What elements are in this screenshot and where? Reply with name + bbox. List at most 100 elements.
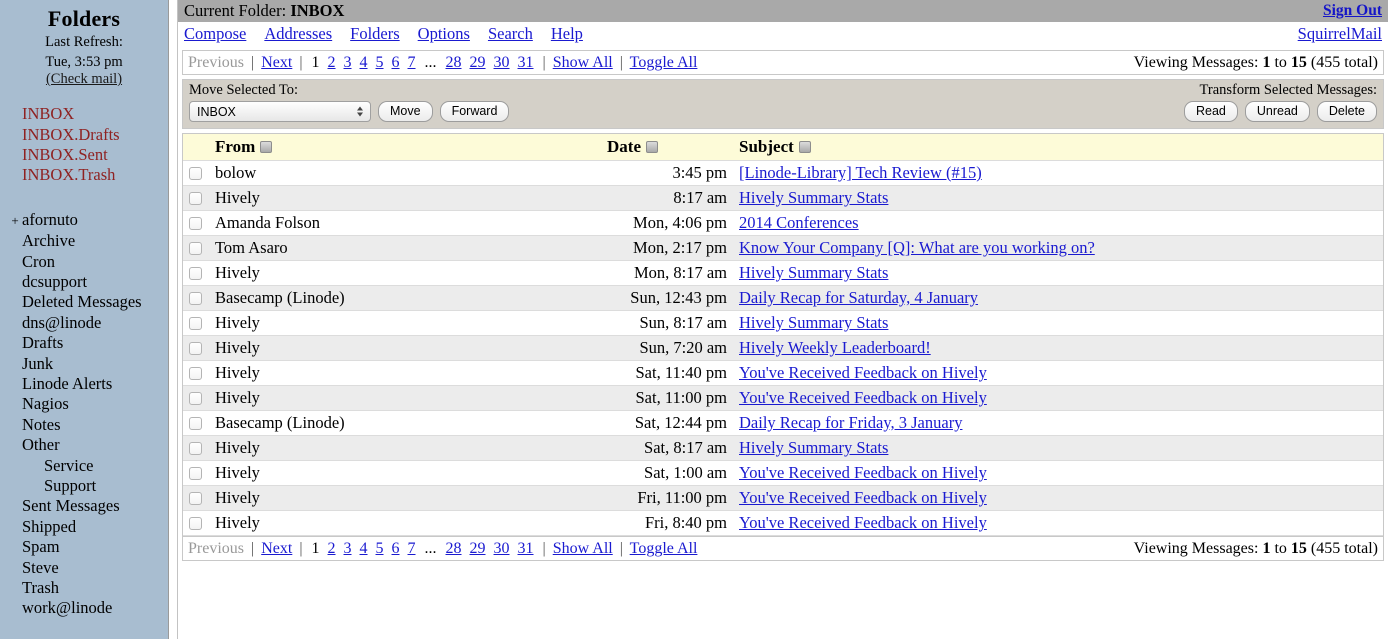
row-checkbox[interactable] <box>189 317 202 330</box>
table-row[interactable]: Hively Fri, 8:40 pm You've Received Feedba… <box>183 510 1383 536</box>
page-link-31[interactable]: 31 <box>517 539 534 557</box>
sidebar-folder-steve[interactable]: Steve <box>22 557 59 577</box>
row-checkbox[interactable] <box>189 467 202 480</box>
row-subject-link[interactable]: You've Received Feedback on Hively <box>739 388 987 407</box>
sort-date-icon[interactable] <box>645 141 658 153</box>
show-all-link[interactable]: Show All <box>552 539 613 557</box>
row-subject-link[interactable]: Hively Summary Stats <box>739 188 889 207</box>
row-subject-link[interactable]: You've Received Feedback on Hively <box>739 463 987 482</box>
table-row[interactable]: Amanda Folson Mon, 4:06 pm 2014 Conference… <box>183 210 1383 236</box>
next-link[interactable]: Next <box>261 53 293 71</box>
row-subject-link[interactable]: Hively Summary Stats <box>739 438 889 457</box>
row-checkbox[interactable] <box>189 167 202 180</box>
row-subject-link[interactable]: Hively Weekly Leaderboard! <box>739 338 931 357</box>
toggle-all-link[interactable]: Toggle All <box>629 53 698 71</box>
sidebar-folder-notes[interactable]: Notes <box>22 414 61 434</box>
menu-item-help[interactable]: Help <box>550 23 583 43</box>
sidebar-folder-nagios[interactable]: Nagios <box>22 394 69 414</box>
menu-item-search[interactable]: Search <box>487 23 533 43</box>
page-link-28[interactable]: 28 <box>445 539 462 557</box>
row-checkbox[interactable] <box>189 367 202 380</box>
menu-item-folders[interactable]: Folders <box>350 23 400 43</box>
page-link-29[interactable]: 29 <box>469 539 486 557</box>
sidebar-folder-spam[interactable]: Spam <box>22 537 60 557</box>
sidebar-folder-drafts[interactable]: Drafts <box>22 333 64 353</box>
row-subject-link[interactable]: 2014 Conferences <box>739 213 859 232</box>
row-checkbox[interactable] <box>189 417 202 430</box>
row-checkbox[interactable] <box>189 217 202 230</box>
squirrelmail-brand-link[interactable]: SquirrelMail <box>1297 23 1382 43</box>
sidebar-folder-inbox-drafts[interactable]: INBOX.Drafts <box>22 124 120 144</box>
row-checkbox[interactable] <box>189 342 202 355</box>
row-checkbox[interactable] <box>189 517 202 530</box>
row-checkbox[interactable] <box>189 492 202 505</box>
sidebar-folder-dcsupport[interactable]: dcsupport <box>22 271 88 291</box>
table-row[interactable]: Hively 8:17 am Hively Summary Stats <box>183 185 1383 211</box>
page-link-28[interactable]: 28 <box>445 53 462 71</box>
sidebar-folder-service[interactable]: Service <box>44 455 94 475</box>
sidebar-folder-afornuto[interactable]: afornuto <box>22 209 78 229</box>
row-checkbox[interactable] <box>189 442 202 455</box>
move-folder-select[interactable]: INBOX INBOX.Drafts INBOX.Sent INBOX.Tras… <box>189 101 371 122</box>
page-link-30[interactable]: 30 <box>493 539 510 557</box>
row-checkbox[interactable] <box>189 192 202 205</box>
row-checkbox[interactable] <box>189 267 202 280</box>
delete-button[interactable]: Delete <box>1316 101 1377 122</box>
sign-out-link[interactable]: Sign Out <box>1322 2 1382 19</box>
page-link-2[interactable]: 2 <box>327 539 336 557</box>
page-link-5[interactable]: 5 <box>375 539 384 557</box>
frame-divider[interactable] <box>168 0 178 639</box>
page-link-31[interactable]: 31 <box>517 53 534 71</box>
sidebar-folder-archive[interactable]: Archive <box>22 231 76 251</box>
sidebar-folder-trash[interactable]: Trash <box>22 578 59 598</box>
sidebar-folder-linode-alerts[interactable]: Linode Alerts <box>22 373 113 393</box>
row-subject-link[interactable]: Hively Summary Stats <box>739 263 889 282</box>
table-row[interactable]: Hively Sun, 7:20 am Hively Weekly Leaderbo… <box>183 335 1383 361</box>
row-checkbox[interactable] <box>189 292 202 305</box>
table-row[interactable]: Basecamp (Linode) Sat, 12:44 pm Daily Reca… <box>183 410 1383 436</box>
sort-from-icon[interactable] <box>260 141 273 153</box>
sidebar-folder-cron[interactable]: Cron <box>22 251 55 271</box>
table-row[interactable]: Tom Asaro Mon, 2:17 pm Know Your Company [… <box>183 235 1383 261</box>
menu-item-compose[interactable]: Compose <box>184 23 247 43</box>
table-row[interactable]: Hively Sat, 11:40 pm You've Received Feedb… <box>183 360 1383 386</box>
row-subject-link[interactable]: Know Your Company [Q]: What are you work… <box>739 238 1095 257</box>
sidebar-folder-work-linode[interactable]: work@linode <box>22 598 113 618</box>
sidebar-folder-deleted-messages[interactable]: Deleted Messages <box>22 292 142 312</box>
sidebar-folder-inbox[interactable]: INBOX <box>22 104 75 124</box>
page-link-30[interactable]: 30 <box>493 53 510 71</box>
table-row[interactable]: Hively Sun, 8:17 am Hively Summary Stats <box>183 310 1383 336</box>
row-subject-link[interactable]: Hively Summary Stats <box>739 313 889 332</box>
row-subject-link[interactable]: [Linode-Library] Tech Review (#15) <box>739 163 982 182</box>
table-row[interactable]: bolow 3:45 pm [Linode-Library] Tech Review… <box>183 160 1383 186</box>
page-link-7[interactable]: 7 <box>407 539 416 557</box>
row-subject-link[interactable]: Daily Recap for Friday, 3 January <box>739 413 963 432</box>
sidebar-folder-dns-linode[interactable]: dns@linode <box>22 312 102 332</box>
sidebar-folder-shipped[interactable]: Shipped <box>22 516 77 536</box>
mark-read-button[interactable]: Read <box>1183 101 1238 122</box>
expander-icon[interactable]: + <box>11 212 19 228</box>
page-link-6[interactable]: 6 <box>391 53 400 71</box>
row-subject-link[interactable]: You've Received Feedback on Hively <box>739 363 987 382</box>
page-link-4[interactable]: 4 <box>359 539 368 557</box>
table-row[interactable]: Hively Mon, 8:17 am Hively Summary Stats <box>183 260 1383 286</box>
table-row[interactable]: Hively Sat, 8:17 am Hively Summary Stats <box>183 435 1383 461</box>
table-row[interactable]: Hively Sat, 1:00 am You've Received Feedba… <box>183 460 1383 486</box>
next-link[interactable]: Next <box>261 539 293 557</box>
row-checkbox[interactable] <box>189 392 202 405</box>
row-checkbox[interactable] <box>189 242 202 255</box>
sidebar-folder-junk[interactable]: Junk <box>22 353 54 373</box>
page-link-3[interactable]: 3 <box>343 53 352 71</box>
row-subject-link[interactable]: Daily Recap for Saturday, 4 January <box>739 288 979 307</box>
page-link-6[interactable]: 6 <box>391 539 400 557</box>
menu-item-addresses[interactable]: Addresses <box>264 23 333 43</box>
show-all-link[interactable]: Show All <box>552 53 613 71</box>
page-link-3[interactable]: 3 <box>343 539 352 557</box>
page-link-2[interactable]: 2 <box>327 53 336 71</box>
mark-unread-button[interactable]: Unread <box>1244 101 1310 122</box>
menu-item-options[interactable]: Options <box>417 23 470 43</box>
table-row[interactable]: Hively Sat, 11:00 pm You've Received Feedb… <box>183 385 1383 411</box>
table-row[interactable]: Basecamp (Linode) Sun, 12:43 pm Daily Reca… <box>183 285 1383 311</box>
sidebar-folder-other[interactable]: Other <box>22 435 60 455</box>
row-subject-link[interactable]: You've Received Feedback on Hively <box>739 488 987 507</box>
